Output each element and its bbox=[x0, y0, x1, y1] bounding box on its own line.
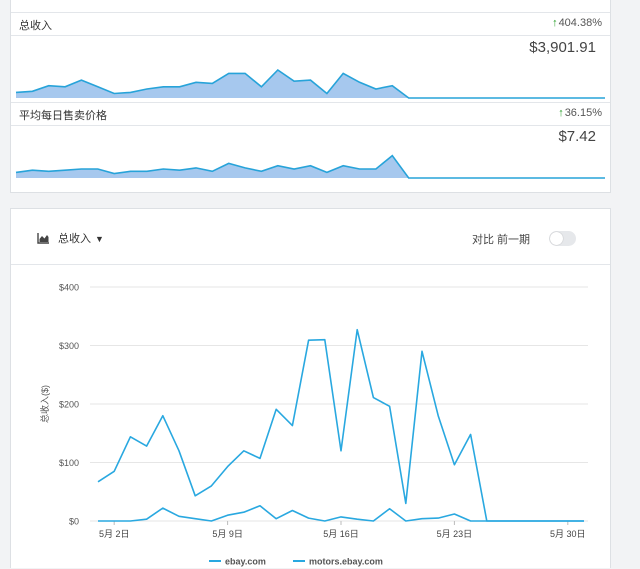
sparkline-line bbox=[15, 154, 605, 179]
revenue-chart-card: 总收入 ▼ 对比 前一期 $0 $100 $200 $300 $400 总收入($) 5月 2… bbox=[10, 208, 611, 568]
y-tick-label: $0 bbox=[69, 517, 79, 527]
revenue-sparkline bbox=[15, 68, 605, 99]
x-tick-label: 5月 9日 bbox=[212, 529, 243, 539]
avg-price-value: $7.42 bbox=[558, 128, 596, 145]
x-tick-label: 5月 2日 bbox=[99, 529, 130, 539]
avg-price-spark-title: 平均每日售卖价格 bbox=[19, 110, 107, 122]
up-arrow-icon: ↑ bbox=[558, 107, 564, 119]
y-tick-label: $400 bbox=[59, 283, 79, 293]
sparkline-card: 总收入 ↑404.38% $3,901.91 平均每日售卖价格 ↑36.15% … bbox=[10, 0, 611, 193]
revenue-spark-title: 总收入 bbox=[19, 20, 52, 32]
up-arrow-icon: ↑ bbox=[552, 17, 558, 29]
compare-toggle[interactable] bbox=[549, 231, 576, 246]
legend-label[interactable]: ebay.com bbox=[225, 557, 266, 567]
metric-dropdown[interactable]: 总收入 ▼ bbox=[37, 230, 104, 246]
revenue-change-badge: ↑404.38% bbox=[552, 17, 602, 29]
y-tick-label: $100 bbox=[59, 458, 79, 468]
x-tick-label: 5月 30日 bbox=[550, 529, 586, 539]
toggle-knob bbox=[550, 232, 563, 245]
legend-label[interactable]: motors.ebay.com bbox=[309, 557, 383, 567]
avg-price-spark-header: 平均每日售卖价格 ↑36.15% bbox=[11, 102, 610, 126]
compare-previous-label: 对比 前一期 bbox=[472, 234, 531, 246]
series-line-0 bbox=[97, 328, 584, 522]
revenue-change-value: 404.38% bbox=[558, 17, 602, 29]
metric-dropdown-label: 总收入 bbox=[58, 233, 91, 245]
area-chart-icon bbox=[37, 233, 49, 244]
y-tick-label: $300 bbox=[59, 341, 79, 351]
series-line-1 bbox=[98, 505, 584, 522]
revenue-spark-header: 总收入 ↑404.38% bbox=[11, 12, 610, 36]
avg-price-change-value: 36.15% bbox=[564, 107, 602, 119]
x-tick-label: 5月 23日 bbox=[437, 529, 473, 539]
chart-header: 总收入 ▼ 对比 前一期 bbox=[11, 209, 610, 265]
y-tick-label: $200 bbox=[59, 400, 79, 410]
avg-price-change-badge: ↑36.15% bbox=[558, 107, 602, 119]
revenue-total-value: $3,901.91 bbox=[529, 39, 596, 56]
sparkline-line bbox=[15, 68, 605, 99]
chevron-down-icon: ▼ bbox=[95, 234, 104, 244]
sparkline-area bbox=[16, 155, 605, 178]
x-tick-label: 5月 16日 bbox=[323, 529, 359, 539]
y-axis-label: 总收入($) bbox=[39, 385, 50, 423]
avg-price-sparkline bbox=[15, 154, 605, 179]
revenue-line-chart: $0 $100 $200 $300 $400 总收入($) 5月 2日 5月 9日 5月 16日… bbox=[39, 283, 588, 567]
sparkline-area bbox=[16, 70, 605, 98]
